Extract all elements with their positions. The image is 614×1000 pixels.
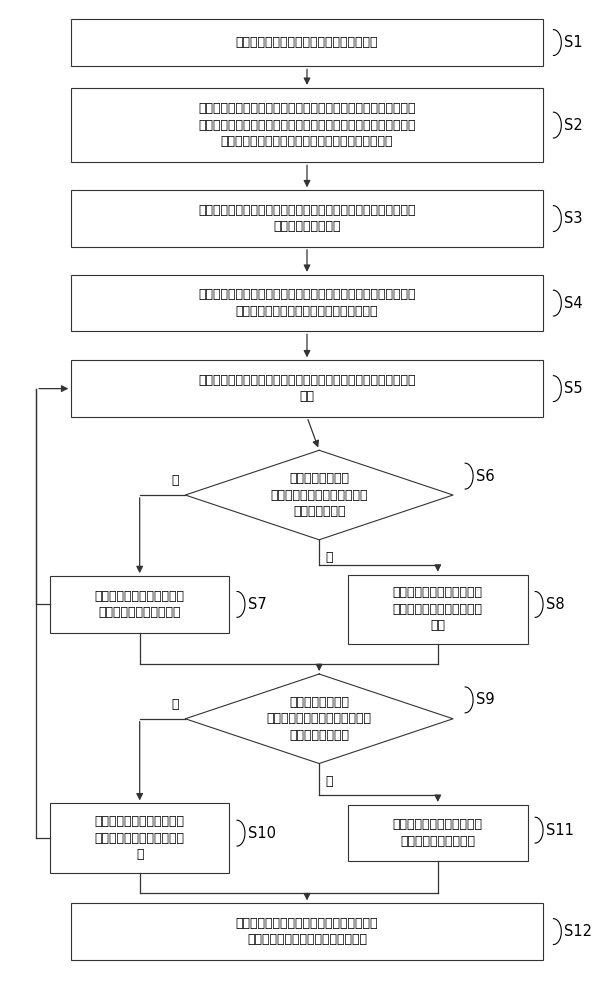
Text: S9: S9 bbox=[476, 692, 495, 707]
Text: S2: S2 bbox=[564, 118, 583, 133]
FancyBboxPatch shape bbox=[50, 576, 230, 633]
FancyBboxPatch shape bbox=[71, 190, 543, 247]
Text: 触控终端控制所述上肥机继
续对溶肥罐进行自动加肥: 触控终端控制所述上肥机继 续对溶肥罐进行自动加肥 bbox=[95, 590, 185, 619]
Text: 触控终端将本次的施肥参数、实际总加肥量
以及实际单罐加肥次数上传至服务器: 触控终端将本次的施肥参数、实际总加肥量 以及实际单罐加肥次数上传至服务器 bbox=[236, 917, 378, 946]
FancyBboxPatch shape bbox=[71, 275, 543, 331]
Text: 触控终端根据所述理论总加肥量、理论单罐加肥量以及理论单罐加
肥次数，启动上肥机对溶肥罐进行自动加肥: 触控终端根据所述理论总加肥量、理论单罐加肥量以及理论单罐加 肥次数，启动上肥机对… bbox=[198, 288, 416, 318]
Text: 触控终端控制所述上肥机停
止本轮灌组的加肥作业: 触控终端控制所述上肥机停 止本轮灌组的加肥作业 bbox=[393, 818, 483, 848]
Text: S3: S3 bbox=[564, 211, 583, 226]
Polygon shape bbox=[185, 674, 453, 764]
Text: S8: S8 bbox=[546, 597, 565, 612]
Text: S7: S7 bbox=[248, 597, 266, 612]
Text: S4: S4 bbox=[564, 296, 583, 311]
FancyBboxPatch shape bbox=[348, 805, 527, 861]
Text: S6: S6 bbox=[476, 469, 495, 484]
Text: 触控终端控制所述上肥机继
续对下一溶肥罐进行自动加
肥: 触控终端控制所述上肥机继 续对下一溶肥罐进行自动加 肥 bbox=[95, 815, 185, 861]
FancyBboxPatch shape bbox=[50, 803, 230, 873]
Text: 是: 是 bbox=[325, 775, 333, 788]
Polygon shape bbox=[185, 450, 453, 540]
FancyBboxPatch shape bbox=[71, 360, 543, 417]
Text: 触控终端接收所述服务器发送的理论总加肥量、理论单罐加肥量以
及理论单罐加肥次数: 触控终端接收所述服务器发送的理论总加肥量、理论单罐加肥量以 及理论单罐加肥次数 bbox=[198, 204, 416, 233]
Text: 触控终端判断所述
实际单罐加肥量是否等于所述
理论单罐加肥量: 触控终端判断所述 实际单罐加肥量是否等于所述 理论单罐加肥量 bbox=[270, 472, 368, 518]
Text: S10: S10 bbox=[248, 826, 276, 841]
Text: S1: S1 bbox=[564, 35, 583, 50]
Text: 触控终端判断所述
实际单罐加肥次数是否等于所述
理论单罐加肥次数: 触控终端判断所述 实际单罐加肥次数是否等于所述 理论单罐加肥次数 bbox=[266, 696, 371, 742]
Text: S12: S12 bbox=[564, 924, 593, 939]
Text: 否: 否 bbox=[172, 474, 179, 487]
Text: S5: S5 bbox=[564, 381, 583, 396]
Text: 触控终端获取上肥机对溶肥罐的实际单罐加肥量以及实际单罐加肥
次数: 触控终端获取上肥机对溶肥罐的实际单罐加肥量以及实际单罐加肥 次数 bbox=[198, 374, 416, 403]
Text: 是: 是 bbox=[325, 551, 333, 564]
FancyBboxPatch shape bbox=[71, 903, 543, 960]
FancyBboxPatch shape bbox=[71, 19, 543, 66]
Text: 触控终端将所述施肥参数发送至服务器，以使所述服务器根据所述
施肥参数计算出本次的理论总加肥量和理论单罐加肥量，并根据理
论总加肥量和理论单罐加肥量得到理论单罐加: 触控终端将所述施肥参数发送至服务器，以使所述服务器根据所述 施肥参数计算出本次的… bbox=[198, 102, 416, 148]
Text: 触控终端控制所述上肥机停
止对当前溶肥罐的单罐加肥
作业: 触控终端控制所述上肥机停 止对当前溶肥罐的单罐加肥 作业 bbox=[393, 586, 483, 632]
FancyBboxPatch shape bbox=[348, 575, 527, 644]
Text: 触控终端获取用户输入以及选择的施肥参数: 触控终端获取用户输入以及选择的施肥参数 bbox=[236, 36, 378, 49]
FancyBboxPatch shape bbox=[71, 88, 543, 162]
Text: S11: S11 bbox=[546, 823, 574, 838]
Text: 否: 否 bbox=[172, 698, 179, 711]
